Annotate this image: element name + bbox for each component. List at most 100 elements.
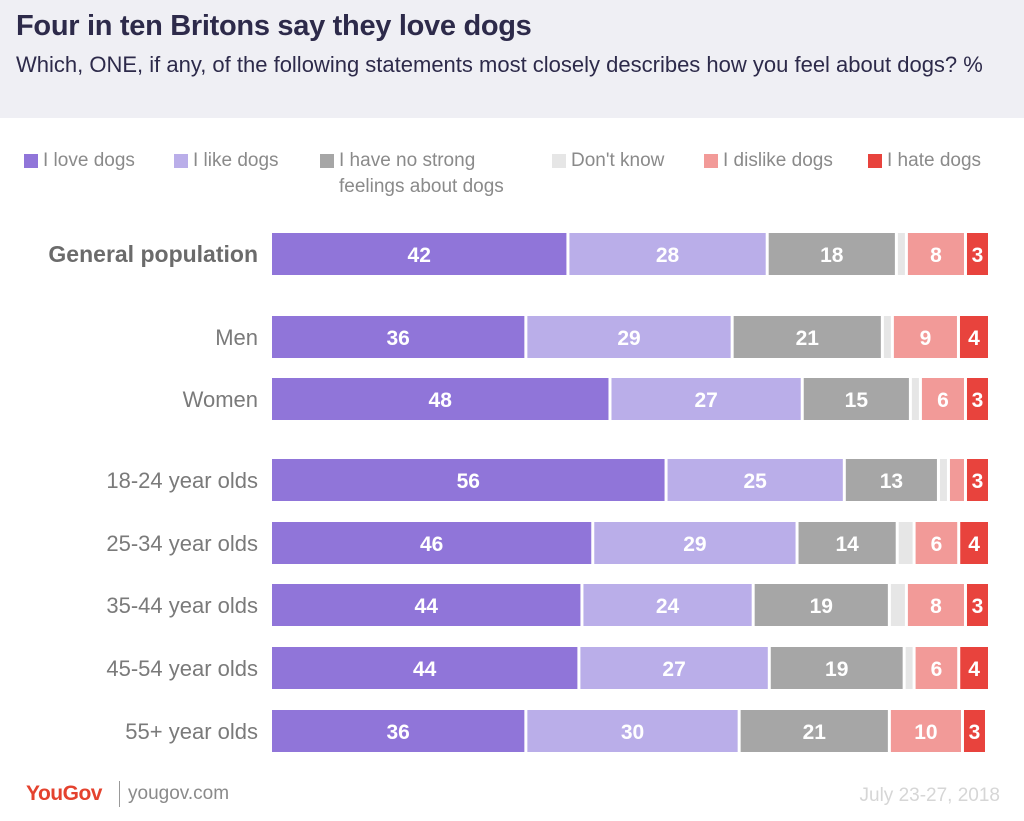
data-label: 56 [457,470,480,493]
data-label: 3 [972,470,984,493]
bar-segment [754,584,888,626]
bar-segment [960,522,988,564]
bar-segment [740,710,888,752]
bar-segment [890,584,905,626]
category-label: Men [215,325,258,350]
legend-label-hate: I hate dogs [887,150,982,171]
data-label: 15 [845,389,869,412]
bar-segment [770,647,903,689]
legend-swatch-no-strong [320,154,334,168]
bar-segment [921,378,964,420]
data-label: 4 [968,533,980,556]
chart-subtitle: Which, ONE, if any, of the following sta… [16,52,983,77]
data-label: 18 [820,244,844,267]
data-label: 46 [420,533,443,556]
data-label: 8 [930,244,942,267]
legend-item-hate: I hate dogs [868,148,981,174]
bar-segment [893,316,957,358]
legend-item-dont-know: Don't know [552,148,664,174]
legend-item-no-strong: I have no strong feelings about dogs [320,148,504,200]
bar-segment [911,378,919,420]
legend-swatch-love [24,154,38,168]
legend: I love dogs I like dogs I have no strong… [0,148,1024,204]
bar-segment [272,522,592,564]
bar-segment [907,584,964,626]
bar-segment [527,710,738,752]
bar-segment [966,233,988,275]
legend-swatch-dont-know [552,154,566,168]
legend-label-dislike: I dislike dogs [723,150,833,171]
bar-segment [272,316,525,358]
bar-segment [915,647,958,689]
data-label: 19 [810,595,833,618]
footer-date: July 23-27, 2018 [859,785,1001,806]
bar-segment [594,522,796,564]
data-label: 8 [930,595,942,618]
data-label: 4 [968,327,980,350]
bar-segment [583,584,752,626]
data-label: 3 [972,389,984,412]
footer-url[interactable]: yougov.com [128,783,230,804]
data-label: 24 [656,595,680,618]
data-label: 3 [972,244,984,267]
bar-segment [272,584,581,626]
legend-item-dislike: I dislike dogs [704,148,833,174]
bar-segment [798,522,896,564]
data-label: 6 [937,389,949,412]
bar-segment [963,710,985,752]
data-label: 14 [835,533,859,556]
category-label: 18-24 year olds [106,468,258,493]
data-label: 42 [408,244,431,267]
legend-swatch-hate [868,154,882,168]
data-label: 3 [972,595,984,618]
category-label: 35-44 year olds [106,593,258,618]
header-band: Four in ten Britons say they love dogs W… [0,0,1024,118]
bar-segment [966,378,988,420]
bar-segment [768,233,895,275]
legend-label-dont-know: Don't know [571,150,665,171]
legend-item-like: I like dogs [174,148,279,174]
bar-segment [733,316,881,358]
bar-segment [569,233,766,275]
data-label: 6 [931,658,943,681]
legend-label-like: I like dogs [193,150,279,171]
legend-swatch-dislike [704,154,718,168]
data-label: 48 [429,389,453,412]
footer-divider [119,781,120,807]
data-label: 36 [387,327,410,350]
bar-segment [907,233,964,275]
bar-segment [272,459,665,501]
bar-segment [611,378,801,420]
bar-segment [803,378,909,420]
category-label: Women [183,387,258,412]
data-label: 19 [825,658,848,681]
data-label: 27 [662,658,685,681]
data-label: 28 [656,244,680,267]
data-label: 9 [920,327,932,350]
data-label: 13 [880,470,903,493]
data-label: 36 [387,721,410,744]
bar-segment [272,233,567,275]
bar-segment [966,584,988,626]
bar-segment [966,459,988,501]
bar-segment [667,459,843,501]
yougov-logo: YouGov [26,782,102,805]
bar-segment [883,316,891,358]
bar-segment [897,233,905,275]
category-label: 25-34 year olds [106,531,258,556]
bar-segment [915,522,958,564]
data-label: 30 [621,721,644,744]
data-label: 44 [415,595,439,618]
data-label: 29 [617,327,640,350]
data-label: 21 [796,327,820,350]
bar-segment [845,459,937,501]
data-label: 3 [969,721,981,744]
category-label: 45-54 year olds [106,656,258,681]
data-label: 4 [968,658,980,681]
bar-segment [527,316,731,358]
legend-label-love: I love dogs [43,150,135,171]
chart-title: Four in ten Britons say they love dogs [16,10,532,42]
category-label: 55+ year olds [125,719,258,744]
legend-item-love: I love dogs [24,148,135,174]
